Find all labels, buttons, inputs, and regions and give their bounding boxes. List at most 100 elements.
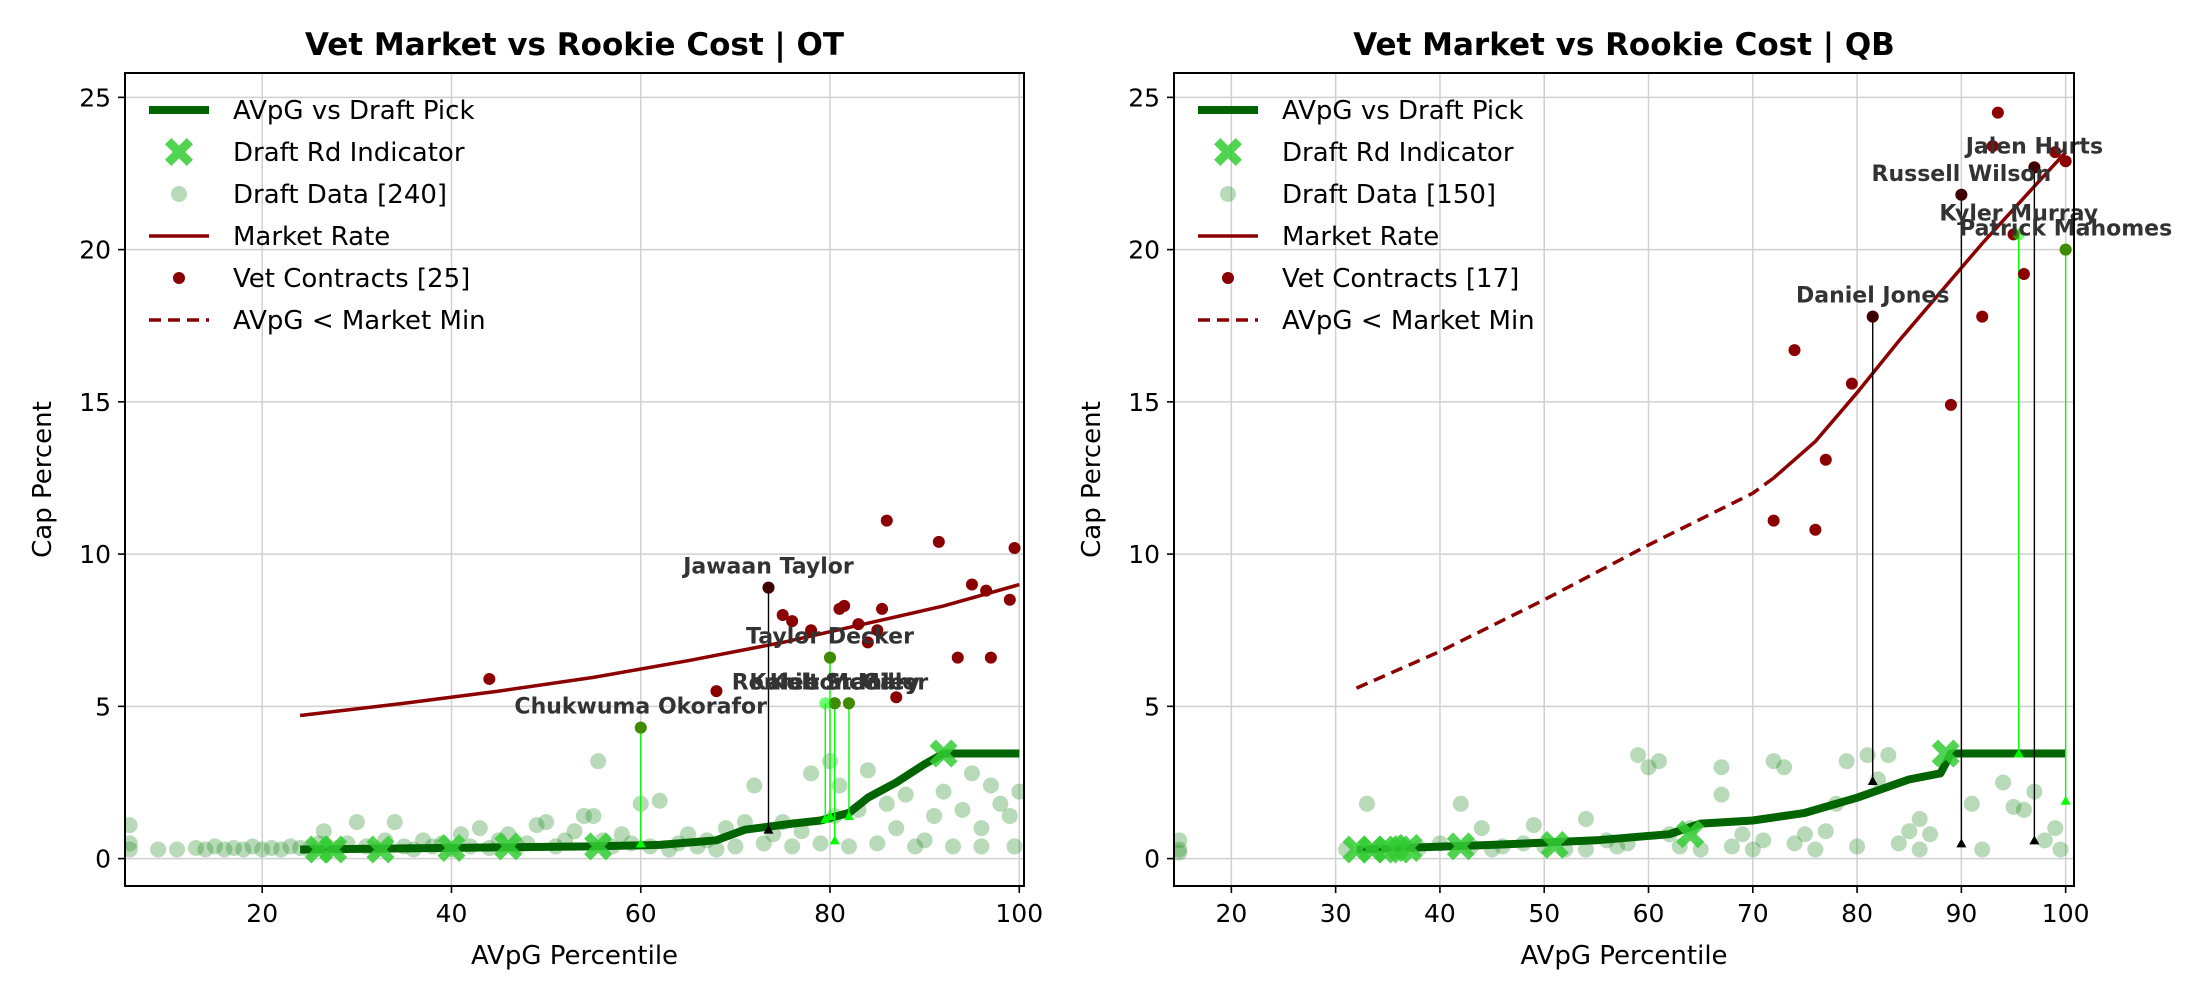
draft-data-point (973, 820, 990, 837)
draft-data-point (1901, 823, 1918, 840)
vet-contract-point (1944, 398, 1957, 411)
highlight-base-marker (1956, 838, 1967, 848)
draft-round-marker (1676, 820, 1705, 849)
highlight-player-label: Russell Wilson (1872, 162, 2052, 187)
y-tick-label: 25 (79, 83, 111, 112)
y-tick-label: 5 (95, 692, 111, 721)
draft-data-point (585, 807, 602, 824)
draft-data-point (273, 841, 290, 858)
draft-data-point (348, 814, 365, 831)
legend-swatch-draft-round (165, 138, 193, 166)
vet-contract-point (483, 672, 496, 685)
draft-data-point (1817, 823, 1834, 840)
draft-data-point (1006, 838, 1023, 855)
draft-data-point (888, 820, 905, 837)
highlight-point-ring (1955, 188, 1968, 201)
highlight-base-marker (820, 814, 831, 824)
draft-data-point (225, 839, 242, 856)
vet-contract-point (1788, 344, 1801, 357)
highlight-point-ring (762, 581, 775, 594)
draft-data-point (708, 841, 725, 858)
highlight-base-marker (1867, 775, 1878, 785)
draft-data-point (1963, 795, 1980, 812)
legend-label: Draft Data [240] (233, 180, 447, 210)
draft-data-point (1786, 835, 1803, 852)
draft-data-point (1174, 841, 1188, 858)
x-tick-label: 100 (2042, 899, 2090, 928)
draft-data-point (590, 753, 607, 770)
draft-data-point (840, 838, 857, 855)
vet-contract-point (805, 624, 818, 637)
plot-layer (1174, 106, 2072, 864)
market-rate-line (299, 582, 1020, 718)
legend-label: Draft Data [150] (1282, 180, 1496, 210)
legend-label: AVpG vs Draft Pick (233, 96, 475, 126)
y-tick-label: 10 (1128, 540, 1160, 569)
y-tick-label: 0 (1144, 845, 1160, 874)
legend-label: AVpG < Market Min (1282, 306, 1535, 336)
vet-contract-point (1976, 310, 1989, 323)
y-tick-label: 15 (1128, 388, 1160, 417)
x-tick-label: 20 (1215, 899, 1247, 928)
highlight-player-label: Patrick Mahomes (1959, 217, 2172, 242)
grid (125, 73, 1024, 886)
plot-area: Jawaan Taylor Taylor Decker Chukwuma Okora… (124, 72, 1025, 887)
draft-data-point (206, 838, 223, 855)
chart-qb: Vet Market vs Rookie Cost | QB AVpG Perc… (1077, 27, 2172, 971)
highlight-player-label: Jawaan Taylor (681, 555, 854, 580)
vet-contract-point (1767, 514, 1780, 527)
y-tick-label: 20 (1128, 236, 1160, 265)
x-tick-label: 60 (625, 899, 657, 928)
x-tick-label: 80 (814, 899, 846, 928)
draft-data-point (150, 841, 167, 858)
draft-data-point (992, 795, 1009, 812)
x-tick-label: 50 (1528, 899, 1560, 928)
draft-data-point (1880, 747, 1897, 764)
draft-round-marker (929, 739, 958, 768)
market-rate-line (1772, 151, 2067, 480)
draft-data-point (1577, 841, 1594, 858)
draft-data-point (1001, 807, 1018, 824)
vet-contract-point (838, 599, 851, 612)
legend-label: Market Rate (1282, 222, 1439, 252)
highlight-point-ring (828, 697, 841, 710)
draft-data-point (1796, 826, 1813, 843)
vet-contract-point (861, 636, 874, 649)
vet-contract-point (710, 685, 723, 698)
draft-data-point (954, 801, 971, 818)
highlight-base-marker (635, 838, 646, 848)
draft-data-point (386, 814, 403, 831)
draft-data-point (1713, 786, 1730, 803)
draft-data-point (935, 783, 952, 800)
highlight-base-marker (763, 824, 774, 834)
y-tick-label: 25 (1128, 83, 1160, 112)
draft-data-point (1174, 832, 1188, 849)
draft-round-marker (366, 835, 395, 864)
vet-contract-point (852, 618, 865, 631)
draft-data-point (1859, 747, 1876, 764)
draft-data-point (169, 841, 186, 858)
draft-data-point (2047, 820, 2064, 837)
draft-data-point (1911, 841, 1928, 858)
x-axis-label: AVpG Percentile (1520, 941, 1727, 971)
highlight-point-ring (1866, 310, 1879, 323)
highlight-player-label: Taylor Decker (746, 625, 914, 650)
chart-title: Vet Market vs Rookie Cost | OT (305, 27, 844, 63)
draft-data-point (926, 807, 943, 824)
draft-data-point (1807, 841, 1824, 858)
draft-data-point (1922, 826, 1939, 843)
vet-contract-point (965, 578, 978, 591)
draft-round-marker (1394, 833, 1423, 862)
draft-data-point (263, 839, 280, 856)
draft-data-point (197, 841, 214, 858)
draft-data-point (187, 839, 204, 856)
highlight-player-label: Kyler Murray (1939, 201, 2098, 226)
vet-contract-point (1003, 593, 1016, 606)
legend-swatch-draft-data (1220, 186, 1236, 202)
legend-swatch-draft-round (1214, 138, 1242, 166)
highlight-point-ring (2059, 243, 2072, 256)
draft-data-point (538, 814, 555, 831)
draft-data-point (812, 835, 829, 852)
draft-data-point (963, 765, 980, 782)
highlight-player-label: Jalen Hurts (1964, 134, 2103, 159)
